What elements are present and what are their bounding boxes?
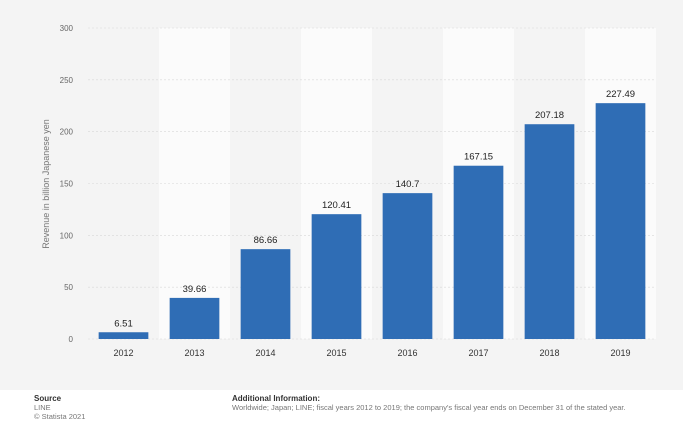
copyright-text: © Statista 2021: [34, 412, 86, 421]
bar[interactable]: [311, 214, 362, 339]
x-tick-label: 2019: [610, 348, 630, 358]
bar[interactable]: [524, 124, 575, 340]
additional-info-text: Worldwide; Japan; LINE; fiscal years 201…: [232, 403, 626, 412]
data-label: 227.49: [606, 89, 635, 100]
bar[interactable]: [98, 332, 149, 339]
source-link[interactable]: LINE: [34, 403, 51, 412]
bar[interactable]: [595, 103, 646, 339]
bars: [98, 103, 646, 340]
y-tick-label: 200: [60, 128, 74, 137]
x-axis-ticks: 2012 2013 2014 2015 2016 2017 2018 2019: [113, 348, 630, 358]
data-label: 39.66: [183, 284, 207, 295]
data-label: 140.7: [396, 179, 420, 190]
source-block: Source LINE © Statista 2021: [34, 394, 85, 421]
x-tick-label: 2014: [255, 348, 275, 358]
y-tick-label: 0: [69, 335, 74, 344]
bar[interactable]: [382, 193, 433, 339]
y-tick-label: 150: [60, 180, 74, 189]
bar[interactable]: [240, 249, 291, 339]
additional-info-heading: Additional Information:: [232, 394, 320, 403]
y-tick-label: 300: [60, 24, 74, 33]
bar[interactable]: [169, 297, 220, 339]
x-tick-label: 2016: [397, 348, 417, 358]
chart-card: 0 50 100 150 200 250 300 6.51 39.66 86.66 120.41 1…: [41, 24, 656, 358]
x-tick-label: 2012: [113, 348, 133, 358]
y-tick-label: 50: [64, 283, 73, 292]
additional-info-block: Additional Information: Worldwide; Japan…: [232, 394, 682, 412]
column-band: [159, 28, 230, 339]
x-tick-label: 2017: [468, 348, 488, 358]
data-label: 207.18: [535, 110, 564, 121]
x-tick-label: 2015: [326, 348, 346, 358]
bar[interactable]: [453, 165, 504, 339]
data-label: 120.41: [322, 200, 351, 211]
y-axis-ticks: 0 50 100 150 200 250 300: [60, 24, 74, 344]
data-label: 6.51: [114, 318, 133, 329]
data-label: 167.15: [464, 152, 493, 163]
bar-chart: 0 50 100 150 200 250 300 6.51 39.66 86.66 120.41 1…: [41, 24, 656, 358]
x-tick-label: 2018: [539, 348, 559, 358]
x-tick-label: 2013: [184, 348, 204, 358]
data-label: 86.66: [254, 235, 278, 246]
y-tick-label: 100: [60, 231, 74, 240]
source-heading: Source: [34, 394, 62, 403]
y-axis-label: Revenue in billion Japanese yen: [41, 119, 51, 249]
data-labels: 6.51 39.66 86.66 120.41 140.7 167.15 207.18 227…: [114, 89, 635, 329]
y-tick-label: 250: [60, 76, 74, 85]
footer: Source LINE © Statista 2021 Additional I…: [0, 390, 683, 427]
